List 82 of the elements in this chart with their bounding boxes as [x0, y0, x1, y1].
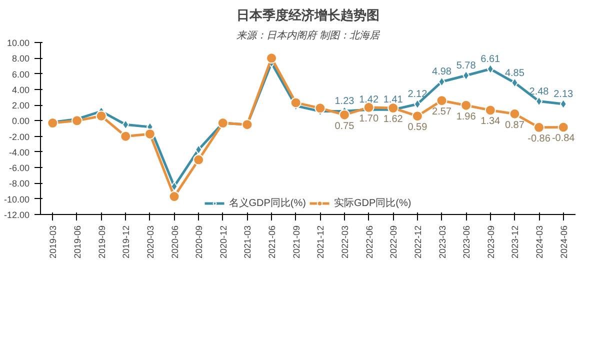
- x-tick-label: 2022-03: [340, 226, 350, 259]
- point: [414, 99, 421, 110]
- x-tick-label: 2020-03: [145, 226, 156, 259]
- data-label: 1.62: [383, 114, 404, 126]
- y-tick-label: -4.00: [8, 147, 30, 158]
- x-tick-label: 2020-06: [170, 226, 180, 259]
- data-label: 1.41: [383, 94, 404, 106]
- x-tick-label: 2021-06: [267, 226, 278, 259]
- y-tick-label: -6.00: [8, 163, 30, 174]
- point: [412, 110, 423, 122]
- point: [120, 130, 132, 142]
- x-tick-label: 2023-09: [486, 226, 496, 259]
- data-label: 0.75: [334, 120, 355, 132]
- y-tick-label: 2.00: [12, 100, 30, 111]
- x-tick-label: 2022-06: [364, 226, 374, 259]
- x-tick-label: 2019-09: [96, 226, 107, 259]
- point: [193, 154, 204, 166]
- y-tick-label: 6.00: [12, 69, 30, 80]
- point: [511, 78, 518, 88]
- point: [438, 76, 446, 87]
- x-tick-label: 2023-12: [510, 226, 520, 259]
- data-label: 1.42: [359, 94, 379, 106]
- data-label: 6.61: [480, 54, 501, 66]
- data-label: 2.48: [529, 86, 550, 98]
- point: [170, 181, 178, 192]
- point: [460, 100, 472, 111]
- legend-label: 实际GDP同比(%): [334, 196, 412, 210]
- y-tick-label: 10.00: [6, 38, 30, 48]
- x-tick-label: 2023-06: [462, 226, 472, 259]
- x-tick-label: 2020-12: [218, 226, 228, 259]
- x-tick-label: 2022-12: [412, 226, 423, 259]
- x-tick-label: 2019-03: [48, 226, 58, 259]
- x-tick-label: 2024-06: [558, 226, 569, 259]
- x-tick-label: 2019-12: [121, 226, 132, 259]
- point: [484, 104, 496, 116]
- x-tick-label: 2021-09: [291, 226, 302, 259]
- data-label: 4.98: [432, 66, 452, 78]
- point: [462, 70, 470, 80]
- chart-subtitle: 来源：日本内阁府 制图：北海居: [236, 30, 380, 42]
- data-label: 0.59: [408, 122, 428, 134]
- chart-title: 日本季度经济增长趋势图: [236, 8, 380, 22]
- data-label: 2.12: [408, 89, 428, 100]
- x-tick-label: 2021-12: [316, 226, 326, 259]
- point: [290, 97, 302, 108]
- data-label: 1.70: [359, 113, 379, 124]
- data-label: -0.84: [552, 133, 576, 144]
- point: [314, 102, 326, 114]
- data-label: 1.34: [480, 116, 501, 128]
- data-label: 2.57: [432, 106, 452, 118]
- point: [168, 191, 180, 202]
- point: [338, 109, 350, 120]
- point: [558, 122, 569, 133]
- point: [536, 96, 543, 106]
- x-tick-label: 2023-03: [437, 226, 448, 259]
- x-tick-label: 2024-03: [534, 226, 545, 259]
- data-label: 4.85: [504, 68, 525, 79]
- y-tick-label: -8.00: [8, 178, 30, 189]
- y-tick-label: 0.00: [12, 116, 30, 126]
- x-tick-label: 2022-09: [388, 226, 399, 259]
- point: [96, 110, 107, 122]
- data-label: 0.87: [504, 120, 525, 131]
- x-tick-label: 2019-06: [72, 226, 82, 259]
- point: [144, 128, 156, 140]
- y-tick-label: 4.00: [12, 84, 30, 95]
- data-label: 2.13: [554, 89, 574, 100]
- y-tick-label: 8.00: [12, 54, 30, 64]
- point: [266, 52, 278, 64]
- y-tick-label: -10.00: [4, 194, 30, 204]
- data-label: 5.78: [456, 60, 476, 72]
- data-label: 1.23: [334, 96, 355, 108]
- y-tick-label: -12.00: [4, 210, 30, 220]
- point: [195, 144, 202, 155]
- data-label: -0.86: [528, 133, 551, 144]
- x-tick-label: 2021-03: [242, 226, 253, 259]
- data-label: 1.96: [456, 111, 476, 122]
- point: [509, 108, 520, 120]
- x-tick-label: 2020-09: [194, 226, 204, 259]
- point: [534, 122, 545, 133]
- legend-label: 名义GDP同比(%): [228, 196, 306, 210]
- y-tick-label: -2.00: [8, 132, 30, 142]
- point: [436, 95, 448, 106]
- point: [363, 102, 374, 113]
